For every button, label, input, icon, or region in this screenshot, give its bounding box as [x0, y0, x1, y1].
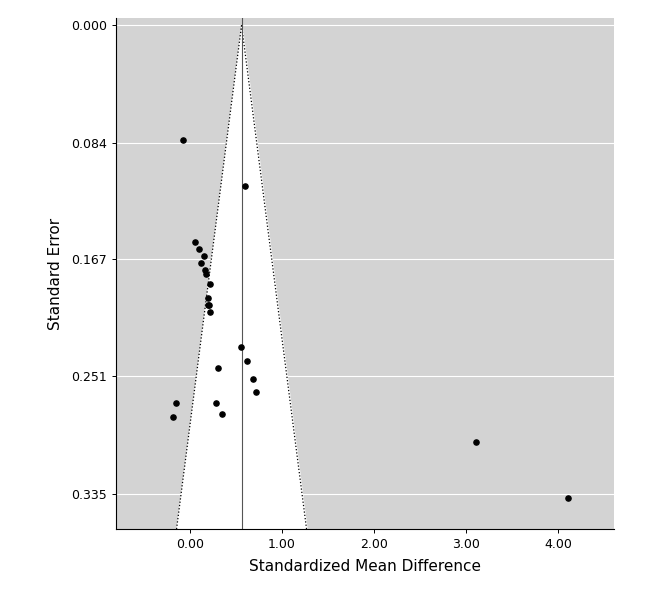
Point — [205, 279, 215, 289]
Point — [168, 412, 178, 422]
Point — [178, 135, 188, 145]
Point — [204, 300, 214, 310]
Point — [203, 300, 214, 310]
Point — [563, 493, 573, 503]
Point — [198, 251, 209, 261]
Point — [171, 398, 182, 408]
Point — [217, 409, 227, 419]
Point — [247, 375, 258, 384]
Point — [196, 258, 206, 268]
Point — [189, 237, 200, 247]
Point — [235, 342, 245, 352]
Point — [200, 269, 211, 279]
X-axis label: Standardized Mean Difference: Standardized Mean Difference — [249, 559, 481, 575]
Point — [203, 293, 214, 303]
Y-axis label: Standard Error: Standard Error — [48, 218, 63, 330]
Point — [213, 363, 223, 373]
Point — [205, 307, 215, 317]
Point — [240, 181, 251, 191]
Point — [211, 398, 221, 408]
Point — [200, 265, 210, 275]
Point — [470, 437, 481, 447]
Point — [194, 244, 204, 254]
Point — [242, 356, 252, 366]
Point — [251, 387, 262, 396]
